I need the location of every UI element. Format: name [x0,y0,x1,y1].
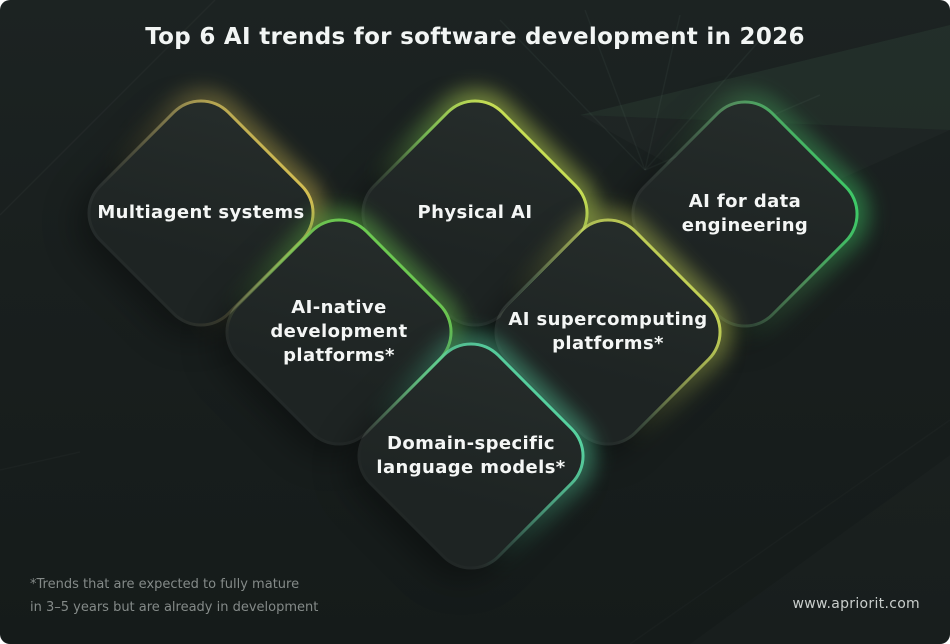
website-url: www.apriorit.com [792,596,920,612]
footnote-line-1: *Trends that are expected to fully matur… [30,577,300,592]
trend-card-label: AI supercomputing platforms* [508,309,708,354]
footnote-line-2: in 3–5 years but are already in developm… [30,600,319,615]
trend-card-ai-supercomputing-platforms: AI supercomputing platforms* [468,192,748,472]
trend-card-label: Domain-specific language models* [376,433,566,478]
trend-card-label: Multiagent systems [97,202,305,224]
trend-card-domain-specific-language-models: Domain-specific language models* [331,316,611,596]
footnote: *Trends that are expected to fully matur… [30,573,318,619]
trend-card-physical-ai: Physical AI [335,73,615,353]
trend-card-ai-native-development-platforms: AI-native development platforms* [199,192,479,472]
trend-card-multiagent-systems: Multiagent systems [61,73,341,353]
infographic-title: Top 6 AI trends for software development… [145,24,805,50]
trend-card-label: AI for data engineering [681,191,809,236]
trend-card-label: Physical AI [417,202,533,224]
trend-card-label: AI-native development platforms* [270,297,408,366]
trend-card-ai-for-data-engineering: AI for data engineering [605,74,885,354]
